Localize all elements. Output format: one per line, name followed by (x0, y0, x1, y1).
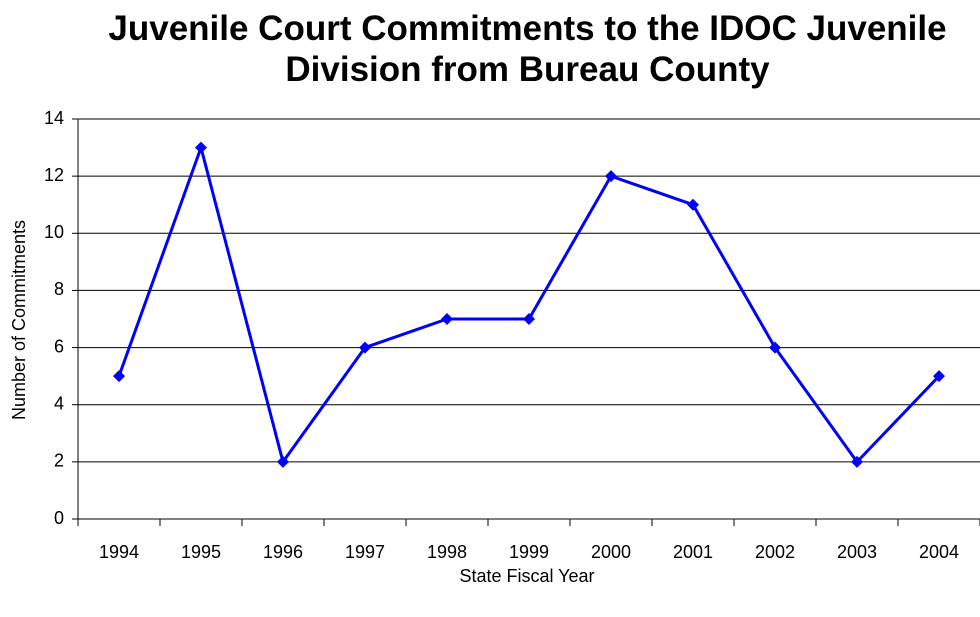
x-tick-label: 2004 (919, 542, 959, 562)
y-tick-label: 6 (54, 336, 64, 356)
y-tick-label: 0 (54, 508, 64, 528)
x-tick-label: 1995 (181, 542, 221, 562)
chart-title: Juvenile Court Commitments to the IDOC J… (108, 9, 947, 89)
x-tick-label: 1996 (263, 542, 303, 562)
y-tick-label: 10 (44, 222, 64, 242)
data-point (851, 455, 863, 468)
y-tick-label: 12 (44, 165, 64, 185)
x-tick-label: 1997 (345, 542, 385, 562)
y-tick-label: 2 (54, 451, 64, 471)
data-point (933, 370, 945, 383)
y-tick-label: 14 (44, 108, 64, 128)
data-point (113, 370, 125, 383)
data-point (769, 341, 781, 354)
x-tick-label: 2001 (673, 542, 713, 562)
y-axis-label: Number of Commitments (9, 220, 29, 420)
x-tick-label: 1994 (99, 542, 139, 562)
data-point (195, 141, 207, 154)
data-point (441, 313, 453, 325)
x-tick-label: 2002 (755, 542, 795, 562)
x-tick-label: 1999 (509, 542, 549, 562)
x-tick-label: 2003 (837, 542, 877, 562)
x-tick-label: 1998 (427, 542, 467, 562)
data-point (359, 341, 371, 354)
x-axis-label: State Fiscal Year (459, 566, 594, 586)
data-line (117, 146, 941, 464)
data-point (687, 198, 699, 211)
y-tick-label: 4 (54, 393, 64, 413)
data-point (523, 313, 535, 325)
y-tick-label: 8 (54, 279, 64, 299)
x-tick-label: 2000 (591, 542, 631, 562)
data-point (605, 170, 617, 183)
data-point (277, 455, 289, 468)
